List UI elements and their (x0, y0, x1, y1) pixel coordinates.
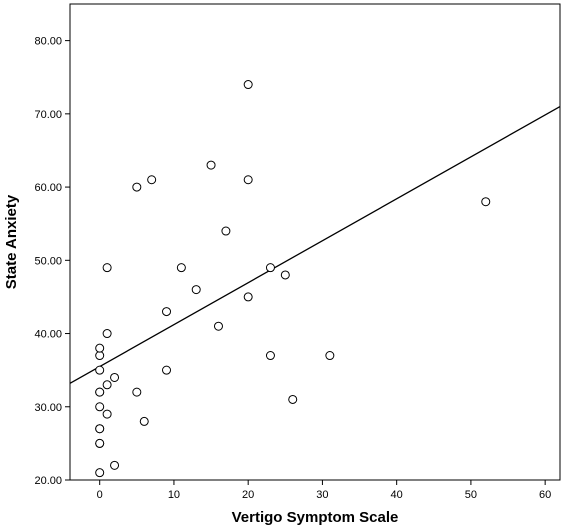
data-point (162, 307, 172, 317)
data-point (95, 343, 105, 353)
data-point (95, 424, 105, 434)
data-point (213, 321, 223, 331)
data-point (132, 182, 142, 192)
data-point (110, 372, 120, 382)
data-point (95, 365, 105, 375)
x-tick-label: 50 (465, 489, 477, 501)
data-point (95, 438, 105, 448)
data-point (481, 197, 491, 207)
y-tick-label: 20.00 (34, 475, 62, 487)
x-tick-label: 60 (539, 489, 551, 501)
data-point (325, 351, 335, 361)
data-point (95, 402, 105, 412)
regression-line-group (69, 105, 561, 384)
data-point (95, 387, 105, 397)
data-point (102, 380, 112, 390)
data-point (102, 409, 112, 419)
data-point (139, 416, 149, 426)
x-axis-ticks: 0 10 20 30 40 50 60 (97, 480, 551, 501)
y-axis-ticks: 20.00 30.00 40.00 50.00 60.00 70.00 80.00 (34, 36, 70, 487)
data-point (243, 175, 253, 185)
x-tick-label: 0 (97, 489, 103, 501)
data-points (95, 80, 491, 478)
x-tick-label: 30 (316, 489, 328, 501)
data-point (191, 285, 201, 295)
data-point (265, 263, 275, 273)
x-tick-label: 40 (391, 489, 403, 501)
y-tick-label: 50.00 (34, 255, 62, 267)
data-point (288, 394, 298, 404)
y-tick-label: 60.00 (34, 182, 62, 194)
data-point (265, 351, 275, 361)
data-point (95, 351, 105, 361)
data-point (147, 175, 157, 185)
regression-line (69, 105, 561, 384)
data-point (95, 468, 105, 478)
data-point (280, 270, 290, 280)
y-axis-title: State Anxiety (3, 194, 20, 289)
data-point (102, 329, 112, 339)
data-point (132, 387, 142, 397)
y-tick-label: 40.00 (34, 329, 62, 341)
x-tick-label: 20 (242, 489, 254, 501)
x-tick-label: 10 (168, 489, 180, 501)
data-point (162, 365, 172, 375)
plot-area (69, 3, 561, 481)
data-point (110, 460, 120, 470)
data-point (221, 226, 231, 236)
y-tick-label: 80.00 (34, 36, 62, 48)
x-axis-title: Vertigo Symptom Scale (232, 509, 399, 526)
y-tick-label: 30.00 (34, 402, 62, 414)
data-point (206, 160, 216, 170)
data-point (102, 263, 112, 273)
data-point (243, 292, 253, 302)
data-point (243, 80, 253, 90)
data-point (176, 263, 186, 273)
y-tick-label: 70.00 (34, 109, 62, 121)
